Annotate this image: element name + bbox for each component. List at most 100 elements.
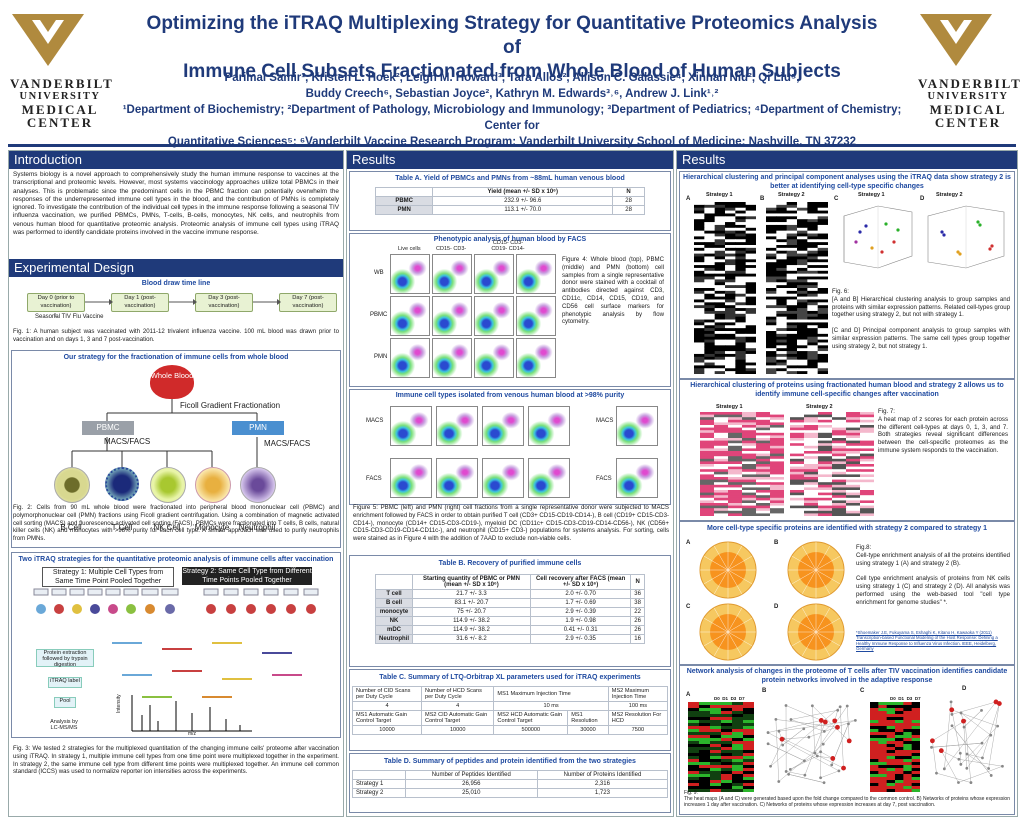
fold-change-heatmap-a (688, 702, 755, 793)
intro-heading: Introduction (9, 151, 343, 169)
network-edge (823, 727, 838, 745)
table-d-title: Table D. Summary of peptides and protein… (384, 758, 636, 765)
fig8-caption: Fig.8: Cell-type enrichment analysis of … (856, 544, 1010, 606)
network-node (961, 718, 966, 724)
day-label: D7 (738, 696, 745, 701)
network-edge (966, 753, 983, 759)
logo-text: VANDERBILT (10, 76, 114, 91)
network-edge (820, 720, 822, 778)
panel-letter: B (762, 688, 767, 694)
radar-spoke (713, 607, 729, 633)
radar-spoke (727, 607, 743, 633)
network-edge (951, 725, 992, 776)
logo-text: MEDICAL (21, 102, 99, 117)
timeline-day1: Day 1 (post-vaccination) (111, 293, 169, 312)
ficoll-label: Ficoll Gradient Fractionation (180, 401, 281, 410)
itraq-peptide-diagram (112, 642, 302, 732)
facs-row-label: PMN (374, 354, 388, 360)
network-edge (944, 701, 997, 769)
network-node (965, 766, 969, 770)
network-node (769, 764, 772, 768)
affiliation-line: ¹Department of Biochemistry; ²Department… (122, 104, 902, 132)
network-node (837, 769, 841, 773)
panel-letter: A (686, 692, 691, 698)
pca-plot-2 (927, 205, 1005, 269)
network-edge (958, 759, 1003, 767)
radar-spoke (727, 631, 743, 657)
network-edge (951, 701, 997, 715)
panel-letter: C (860, 688, 865, 694)
network-node (774, 718, 778, 721)
network-edge (770, 738, 784, 767)
network-node (807, 735, 811, 739)
strategy2-box: Strategy 2: Same Cell Type from Differen… (182, 567, 312, 585)
table-c-cell: MS2 Maximum Injection Time (607, 686, 669, 702)
column-1: Introduction Systems biology is a novel … (8, 150, 344, 817)
radar-spoke (801, 607, 817, 633)
radar-spoke (815, 631, 831, 657)
table-c-cell: MS1 Automatic Gain Control Target (351, 710, 423, 726)
network-edge (966, 753, 989, 769)
network-edge (932, 740, 937, 774)
cell-label-t: T Cell (111, 523, 133, 532)
radar-spoke (727, 545, 743, 571)
flow-cytometry-plot (390, 254, 430, 294)
table-a-header: N (612, 187, 645, 197)
strategy-label: Strategy 2 (778, 192, 805, 198)
network-edge (944, 701, 952, 769)
logo-text: UNIVERSITY (19, 91, 101, 102)
facs-col-label: CD15- CD3- CD19- CD14- (491, 240, 525, 252)
network-node (962, 725, 966, 729)
blood-draw-title: Blood draw time line (141, 280, 211, 287)
timeline-arrows (54, 299, 281, 317)
hierarchical-cluster-heatmap-2 (766, 202, 829, 375)
network-node (784, 704, 788, 707)
network-edge (964, 720, 972, 783)
column-2: Results Table A. Yield of PBMCs and PMNs… (346, 150, 674, 817)
network-node (779, 736, 785, 742)
radar-spoke (815, 569, 831, 595)
flow-cytometry-plot (474, 254, 514, 294)
network-node (1001, 764, 1004, 768)
facs-panel: Phenotypic analysis of human blood by FA… (349, 233, 671, 387)
network-edge (960, 726, 998, 765)
fig4-caption: Figure 4: Whole blood (top), PBMC (middl… (562, 256, 664, 326)
flow-cytometry-plot (474, 338, 514, 378)
flow-cytometry-plot (390, 406, 432, 446)
network-node (980, 741, 984, 745)
title-line: Optimizing the iTRAQ Multiplexing Strate… (146, 13, 878, 58)
network-node (802, 727, 806, 731)
logo-text: CENTER (26, 115, 94, 130)
authors-line: Buddy Creech⁶, Sebastian Joyce², Kathryn… (305, 88, 719, 100)
flow-cytometry-plot (528, 458, 570, 498)
flow-cytometry-plot (616, 458, 658, 498)
radar-spoke (801, 631, 817, 657)
timeline: Day 0 (prior to vaccination) Day 1 (post… (9, 291, 343, 331)
table-c-title: Table C. Summary of LTQ-Orbitrap XL para… (379, 674, 641, 681)
day-label: D3 (730, 696, 737, 701)
radar-spoke (703, 631, 729, 647)
radar-spoke (815, 545, 831, 571)
fig8-panel: More cell-type specific proteins are ide… (679, 521, 1015, 665)
pbmc-box: PBMC (82, 421, 134, 435)
heatmap-stripes (688, 702, 755, 793)
network-node (819, 750, 823, 754)
network-edge (778, 720, 856, 732)
fig7-title: Hierarchical clustering of proteins usin… (690, 382, 1004, 398)
header-rule (8, 144, 1016, 147)
radar-spoke (713, 631, 729, 657)
panel-letter: D (774, 604, 779, 610)
table-d-header: Number of Proteins Identified (536, 770, 669, 780)
table-c: Number of CID Scans per Duty Cycle Numbe… (351, 686, 669, 735)
network-edge (839, 706, 844, 769)
strategy-label: Strategy 1 (716, 404, 743, 410)
flow-cytometry-plot (436, 406, 478, 446)
panel-letter: A (686, 196, 691, 202)
network-node (781, 743, 785, 747)
network-node (821, 742, 825, 746)
network-node (980, 709, 983, 712)
logo-text: CENTER (934, 115, 1002, 130)
network-node (930, 738, 935, 744)
network-edge (963, 710, 982, 728)
network-edge (812, 705, 850, 742)
